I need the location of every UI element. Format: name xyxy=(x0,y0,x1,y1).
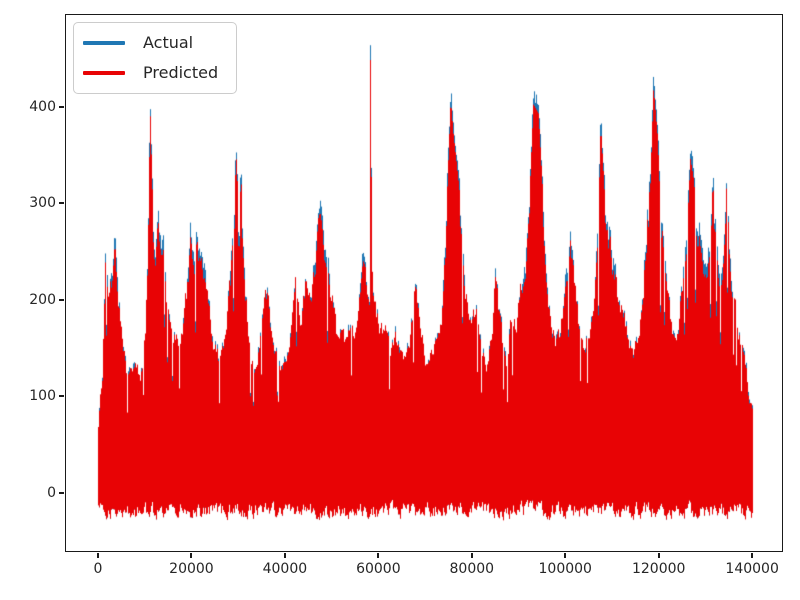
y-tick-label: 0 xyxy=(47,485,56,502)
x-tick-mark xyxy=(751,553,754,558)
legend-label-actual: Actual xyxy=(143,33,194,52)
legend-label-predicted: Predicted xyxy=(143,63,219,82)
legend-line-sample-predicted-icon xyxy=(83,71,125,75)
x-tick-label: 0 xyxy=(93,561,103,577)
y-tick-mark xyxy=(59,395,64,398)
y-tick-mark xyxy=(59,298,64,301)
x-tick-label: 40000 xyxy=(262,561,308,577)
legend-item-predicted: Predicted xyxy=(83,58,218,88)
plot-frame xyxy=(65,14,783,552)
x-tick-label: 100000 xyxy=(538,561,592,577)
y-tick-label: 400 xyxy=(29,98,56,115)
x-tick-mark xyxy=(564,553,567,558)
x-tick-label: 60000 xyxy=(356,561,401,577)
x-tick-mark xyxy=(657,553,660,558)
x-tick-mark xyxy=(190,553,193,558)
y-tick-mark xyxy=(59,105,64,108)
y-tick-label: 300 xyxy=(29,195,56,212)
y-tick-mark xyxy=(59,492,64,495)
y-tick-label: 100 xyxy=(29,388,56,405)
x-tick-mark xyxy=(377,553,380,558)
x-tick-label: 120000 xyxy=(631,561,686,577)
x-tick-label: 20000 xyxy=(169,561,214,577)
legend-item-actual: Actual xyxy=(83,28,218,58)
x-tick-mark xyxy=(96,553,99,558)
legend: Actual Predicted xyxy=(73,22,238,94)
x-tick-mark xyxy=(283,553,286,558)
x-tick-mark xyxy=(470,553,473,558)
legend-line-sample-actual-icon xyxy=(83,41,125,45)
x-tick-label: 140000 xyxy=(725,561,779,577)
x-tick-label: 80000 xyxy=(449,561,495,577)
y-tick-mark xyxy=(59,202,64,205)
y-tick-label: 200 xyxy=(29,291,56,308)
